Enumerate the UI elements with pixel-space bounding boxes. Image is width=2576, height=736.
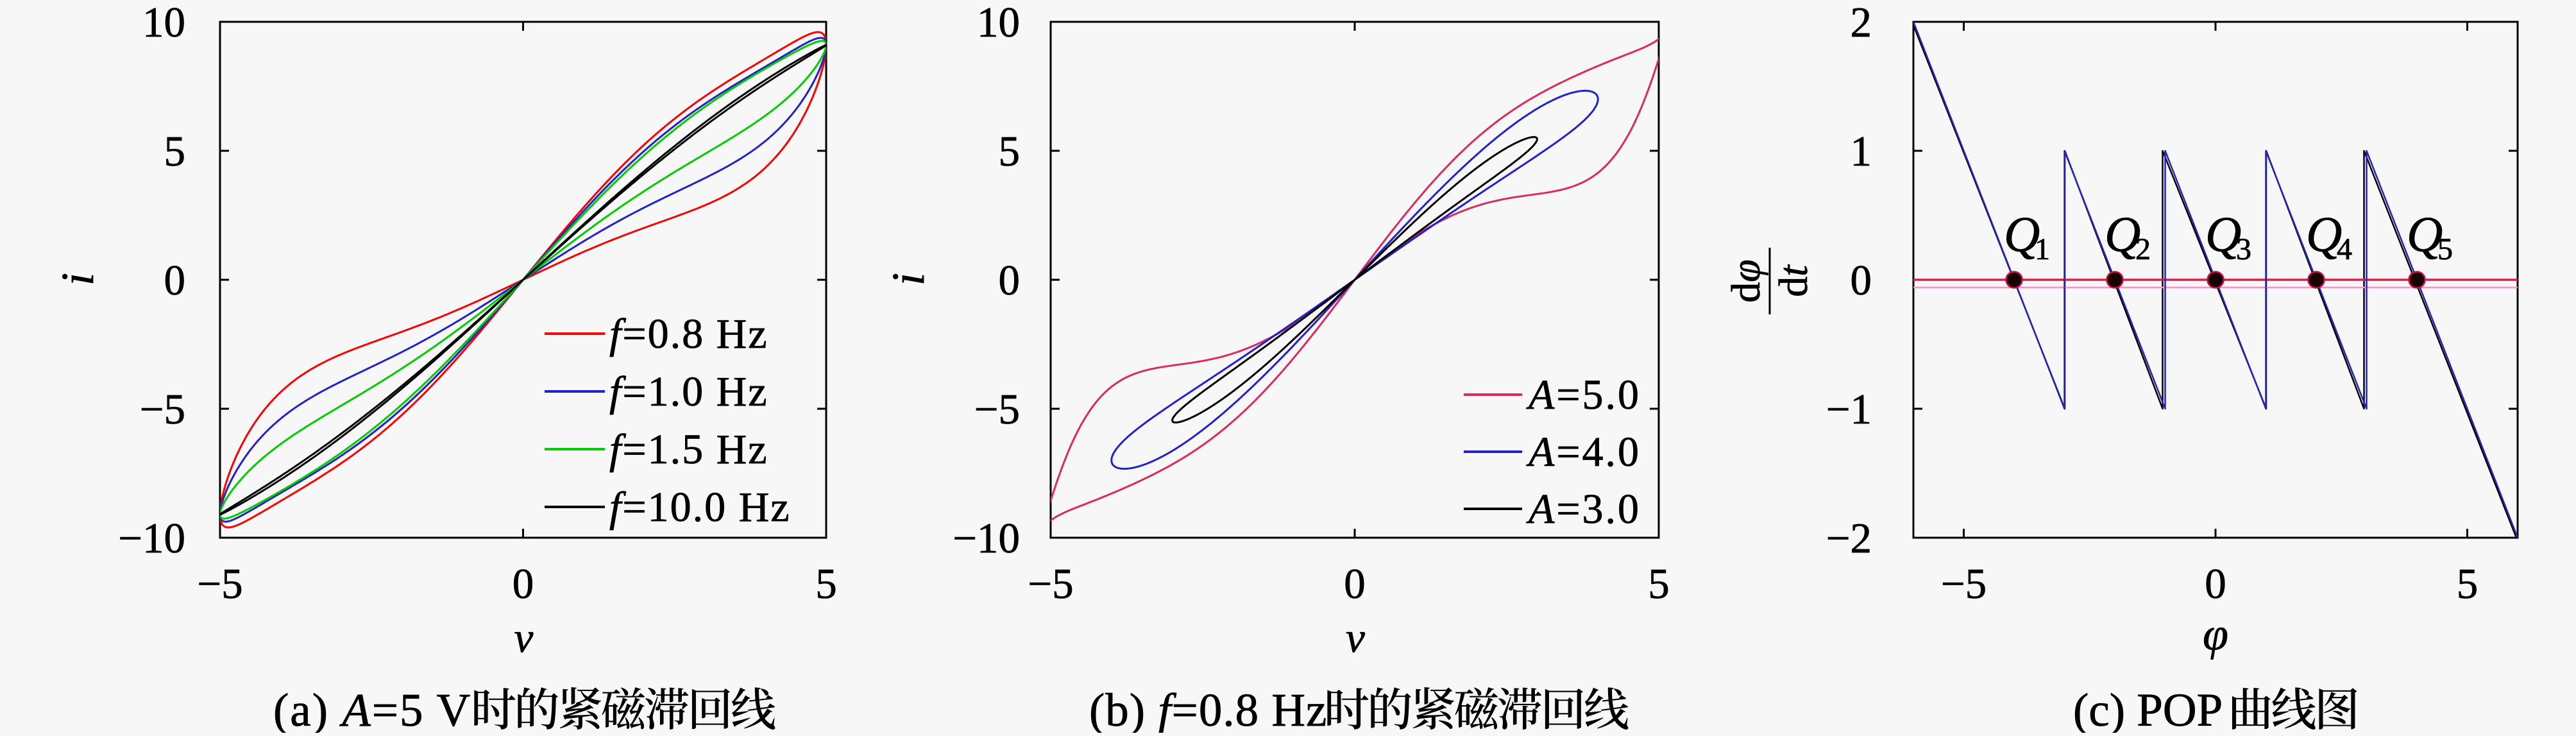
svg-text:−5: −5 <box>140 386 185 433</box>
svg-text:−10: −10 <box>953 515 1020 562</box>
svg-text:f=10.0 Hz: f=10.0 Hz <box>609 484 791 531</box>
svg-text:dφ: dφ <box>1723 259 1768 302</box>
svg-text:dt: dt <box>1770 264 1816 297</box>
svg-text:A=4.0: A=4.0 <box>1526 429 1641 475</box>
svg-text:4: 4 <box>2337 232 2352 266</box>
svg-text:−5: −5 <box>197 560 242 608</box>
svg-text:f=1.0 Hz: f=1.0 Hz <box>609 368 768 415</box>
svg-text:0: 0 <box>999 257 1021 304</box>
svg-text:0: 0 <box>513 560 534 608</box>
svg-text:f=0.8 Hz: f=0.8 Hz <box>609 311 768 357</box>
svg-text:5: 5 <box>2437 232 2453 266</box>
svg-text:−10: −10 <box>118 515 185 562</box>
svg-text:0: 0 <box>1851 257 1872 304</box>
svg-text:2: 2 <box>1851 0 1872 46</box>
svg-text:Q: Q <box>2205 206 2241 262</box>
svg-text:10: 10 <box>977 0 1020 46</box>
svg-text:(a) A=5 V: (a) A=5 V <box>273 684 471 733</box>
svg-text:i: i <box>883 273 934 286</box>
svg-text:5: 5 <box>1648 560 1670 608</box>
svg-text:−1: −1 <box>1826 386 1872 433</box>
svg-text:Q: Q <box>2004 206 2040 262</box>
svg-text:Q: Q <box>2105 206 2140 262</box>
svg-text:v: v <box>1346 614 1365 662</box>
svg-text:0: 0 <box>164 257 186 304</box>
svg-text:φ: φ <box>2203 608 2228 660</box>
svg-text:1: 1 <box>1851 128 1872 175</box>
svg-text:A=5.0: A=5.0 <box>1526 372 1641 418</box>
svg-text:A=3.0: A=3.0 <box>1526 486 1641 533</box>
svg-text:Q: Q <box>2306 206 2342 262</box>
svg-text:v: v <box>514 614 534 662</box>
svg-text:5: 5 <box>815 560 837 608</box>
svg-text:−2: −2 <box>1826 515 1872 562</box>
svg-text:5: 5 <box>164 128 186 175</box>
svg-text:Q: Q <box>2407 206 2443 262</box>
svg-text:10: 10 <box>142 0 185 46</box>
svg-text:(b) f=0.8 Hz: (b) f=0.8 Hz <box>1089 684 1327 733</box>
svg-text:5: 5 <box>999 128 1021 175</box>
svg-text:i: i <box>52 273 103 286</box>
svg-text:0: 0 <box>2205 560 2226 608</box>
svg-text:−5: −5 <box>974 386 1020 433</box>
svg-text:−5: −5 <box>1028 560 1073 608</box>
svg-text:1: 1 <box>2035 232 2050 266</box>
svg-text:5: 5 <box>2457 560 2479 608</box>
svg-text:f=1.5 Hz: f=1.5 Hz <box>609 426 768 473</box>
svg-text:0: 0 <box>1344 560 1366 608</box>
svg-text:−5: −5 <box>1941 560 1987 608</box>
svg-text:3: 3 <box>2236 232 2251 266</box>
svg-text:2: 2 <box>2135 232 2151 266</box>
svg-text:(c) POP: (c) POP <box>2073 684 2223 733</box>
